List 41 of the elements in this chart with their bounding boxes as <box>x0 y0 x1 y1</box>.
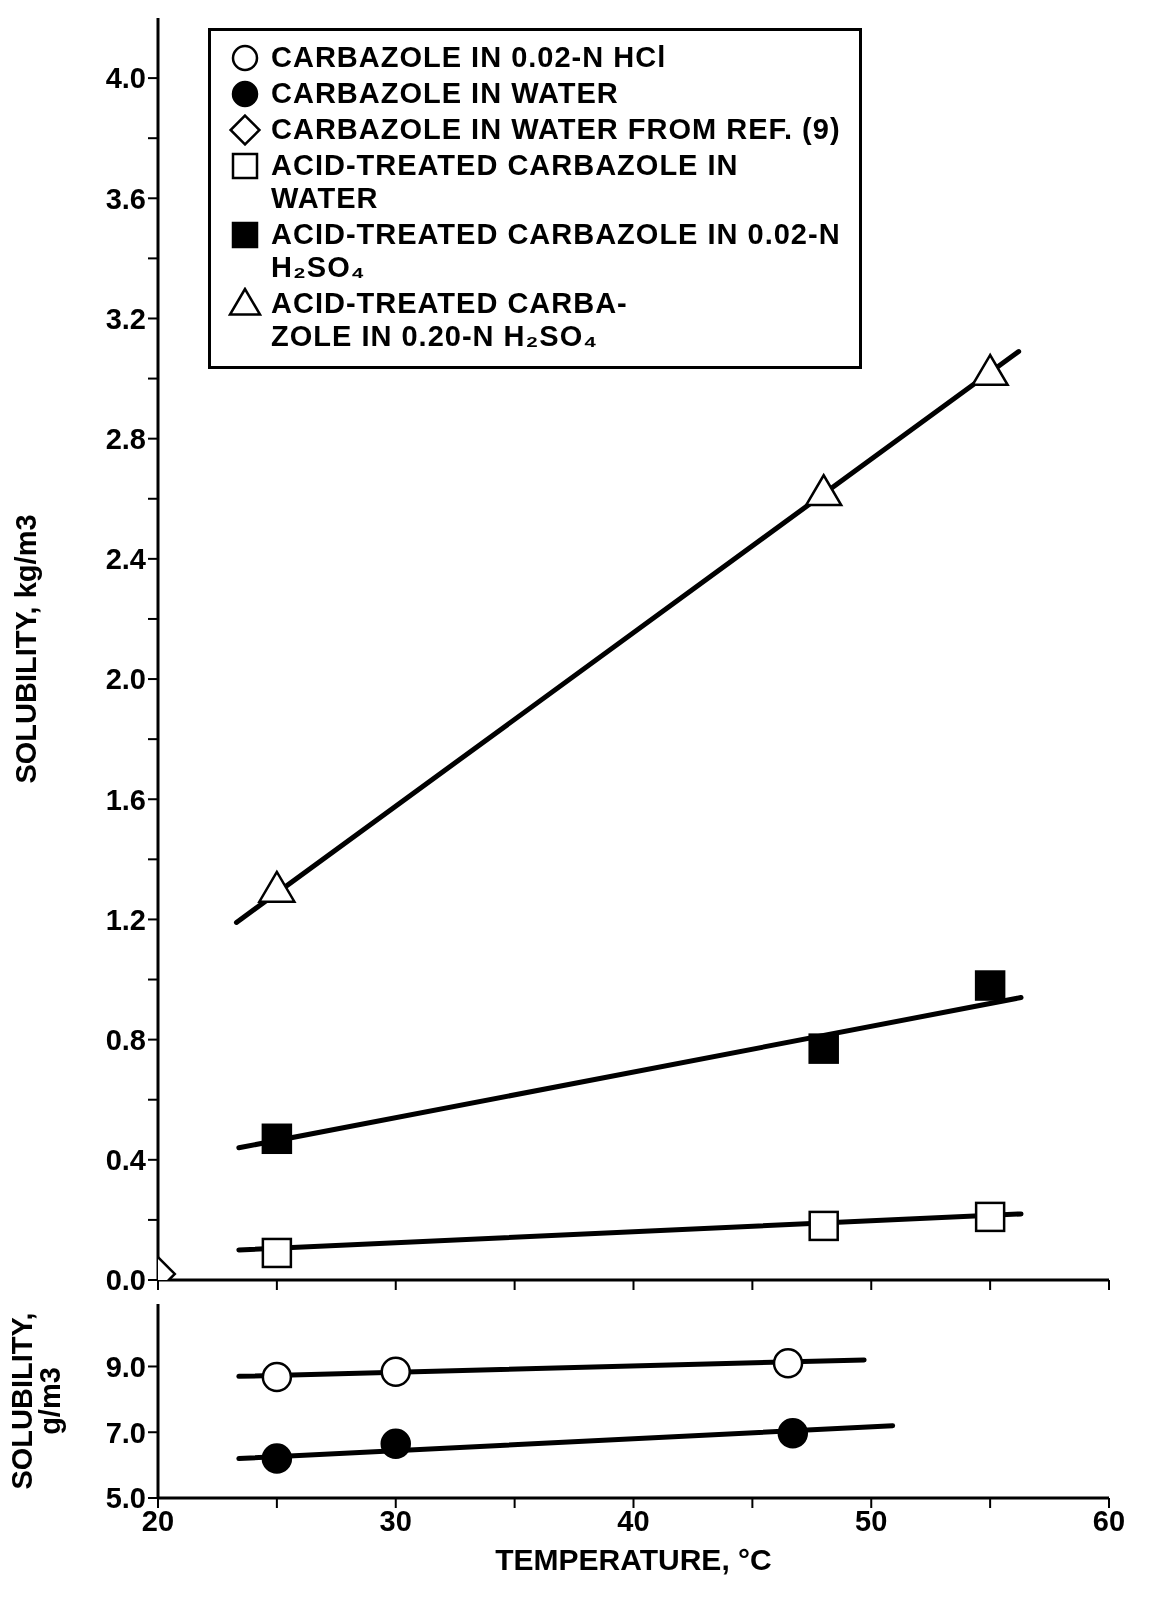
point <box>258 870 296 903</box>
x-tick-label: 40 <box>617 1504 650 1537</box>
point <box>261 1237 293 1269</box>
y-axis-title: SOLUBILITY, g/m3 <box>6 1312 66 1490</box>
y-tick-label: 2.8 <box>105 422 146 455</box>
y-axis-title: SOLUBILITY, kg/m3 <box>10 514 42 784</box>
y-tick-label: 9.0 <box>105 1350 146 1383</box>
y-tick-label: 1.6 <box>105 783 146 816</box>
point <box>974 1201 1006 1233</box>
y-tick-label: 1.2 <box>105 903 146 936</box>
point <box>777 1417 809 1449</box>
point <box>380 1428 411 1459</box>
legend-label: CARBAZOLE IN WATER FROM REF. (9) <box>271 113 841 146</box>
y-tick-label: 4.0 <box>105 62 146 95</box>
y-tick-label: 3.2 <box>105 302 146 335</box>
point <box>380 1356 411 1387</box>
x-axis-title: TEMPERATURE, °C <box>495 1543 772 1576</box>
y-tick-label: 3.6 <box>105 182 146 215</box>
text: CARBAZOLE IN WATER <box>271 77 619 109</box>
legend-label: ACID-TREATED CARBA- ZOLE IN 0.20-N H₂SO₄ <box>271 287 628 353</box>
x-tick-label: 60 <box>1092 1504 1126 1537</box>
legend-label: ACID-TREATED CARBAZOLE IN WATER <box>271 149 740 215</box>
x-tick-label: 50 <box>855 1504 888 1537</box>
point <box>261 1123 293 1155</box>
point <box>772 1347 804 1379</box>
y-tick-label: 0.8 <box>105 1023 146 1056</box>
y-tick-label: 7.0 <box>105 1416 146 1449</box>
point <box>808 1210 839 1242</box>
point <box>804 474 843 507</box>
y-tick-label: 0.0 <box>105 1264 146 1297</box>
point <box>971 353 1009 387</box>
y-tick-label: 2.0 <box>105 663 146 696</box>
text: CARBAZOLE IN 0.02-N HCl <box>271 41 667 73</box>
legend-label: ACID-TREATED CARBAZOLE IN 0.02-N H₂SO₄ <box>271 218 842 284</box>
x-tick-label: 30 <box>379 1504 412 1537</box>
y-tick-label: 2.4 <box>105 543 146 576</box>
point <box>808 1033 839 1064</box>
y-tick-label: 0.4 <box>105 1144 146 1177</box>
point <box>261 1361 293 1393</box>
point <box>261 1443 293 1474</box>
point <box>974 970 1006 1001</box>
